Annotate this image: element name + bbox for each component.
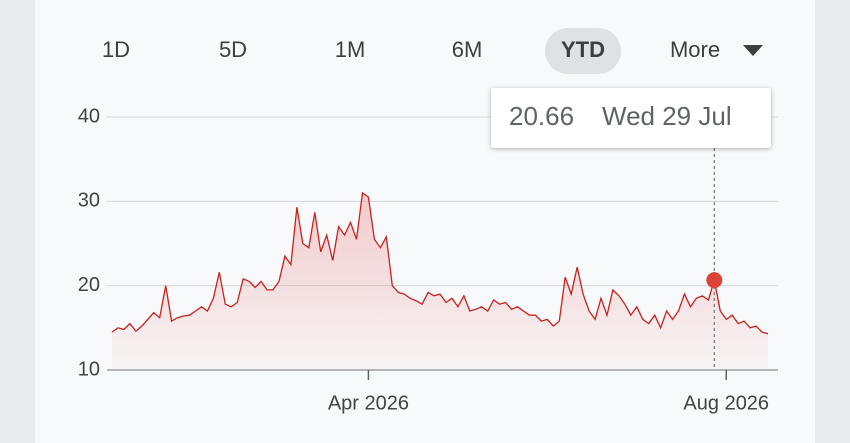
range-button[interactable]: 1D bbox=[102, 37, 130, 62]
x-tick-label: Apr 2026 bbox=[328, 392, 409, 414]
hover-point bbox=[706, 272, 723, 289]
y-tick-label: 20 bbox=[78, 274, 100, 296]
area-fill bbox=[112, 192, 768, 370]
y-tick-label: 10 bbox=[78, 358, 100, 380]
card bbox=[35, 0, 815, 443]
range-button-label: 1M bbox=[335, 37, 366, 62]
price-line bbox=[111, 191, 769, 335]
range-button[interactable]: 1M bbox=[335, 37, 366, 62]
range-button[interactable]: 5D bbox=[219, 37, 247, 62]
range-button-label: 1D bbox=[102, 37, 130, 62]
tooltip-value: 20.66 bbox=[509, 101, 574, 131]
dropdown-arrow bbox=[743, 45, 763, 56]
range-button[interactable]: YTD bbox=[545, 28, 621, 74]
range-button-label: 6M bbox=[452, 37, 483, 62]
range-button[interactable]: 6M bbox=[452, 37, 483, 62]
tooltip-box bbox=[491, 88, 771, 148]
selected-pill bbox=[545, 28, 621, 74]
range-button-label: More bbox=[670, 37, 720, 62]
tooltip: 20.66 Wed 29 Jul bbox=[491, 88, 771, 148]
tooltip-date: Wed 29 Jul bbox=[602, 101, 732, 131]
range-button-label: 5D bbox=[219, 37, 247, 62]
y-tick-label: 40 bbox=[78, 105, 100, 127]
y-tick-label: 30 bbox=[78, 190, 100, 212]
x-tick-label: Aug 2026 bbox=[683, 392, 769, 414]
range-button[interactable]: More bbox=[670, 37, 763, 62]
range-button-label: YTD bbox=[561, 37, 605, 62]
